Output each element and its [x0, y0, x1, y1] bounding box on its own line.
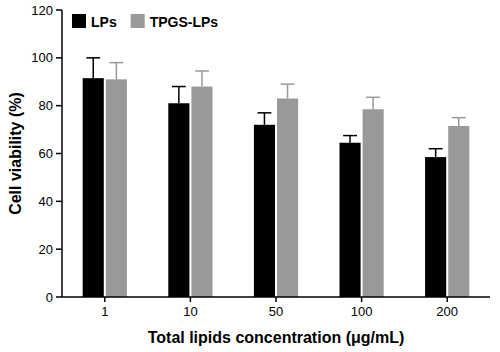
x-tick	[104, 297, 106, 302]
bar	[339, 143, 360, 297]
y-axis-title: Cell viability (%)	[7, 92, 24, 215]
legend-swatch	[72, 14, 86, 28]
legend: LPs TPGS-LPs	[72, 14, 218, 30]
legend-label: TPGS-LPs	[150, 14, 219, 30]
y-tick	[56, 201, 62, 203]
y-tick-label: 60	[39, 146, 53, 161]
error-bar	[195, 71, 209, 87]
error-bar	[109, 63, 123, 80]
y-tick-label: 20	[39, 242, 53, 257]
bar	[277, 98, 298, 297]
x-tick-label: 200	[436, 304, 458, 319]
legend-label: LPs	[91, 14, 117, 30]
error-bar	[281, 84, 295, 98]
x-tick-label: 100	[351, 304, 373, 319]
bar	[191, 87, 212, 297]
bar	[425, 157, 446, 297]
x-axis-title: Total lipids concentration (μg/mL)	[148, 329, 405, 346]
y-tick-label: 80	[39, 98, 53, 113]
legend-swatch	[131, 14, 145, 28]
error-bar	[366, 97, 380, 109]
y-tick	[56, 9, 62, 11]
bar	[254, 125, 275, 297]
y-tick-label: 100	[31, 50, 53, 65]
y-tick	[56, 296, 62, 298]
error-bar	[343, 136, 357, 143]
bar	[168, 103, 189, 297]
bars	[83, 58, 470, 297]
error-bar	[429, 149, 443, 157]
bar	[448, 126, 469, 297]
y-tick	[56, 57, 62, 59]
y-tick	[56, 105, 62, 107]
bar	[83, 78, 104, 297]
chart: 0 20 40 60 80 100 120 1 10 50 100 200 Total lipids c…	[0, 0, 500, 352]
y-tick	[56, 248, 62, 250]
error-bar	[258, 113, 272, 125]
bar	[106, 79, 127, 297]
error-bar	[172, 87, 186, 104]
x-tick	[190, 297, 192, 302]
y-tick-label: 0	[46, 290, 53, 305]
y-tick-label: 40	[39, 194, 53, 209]
x-tick	[446, 297, 448, 302]
x-tick-label: 10	[183, 304, 197, 319]
error-bar	[86, 58, 100, 78]
x-tick-label: 50	[269, 304, 283, 319]
x-tick	[361, 297, 363, 302]
y-tick	[56, 153, 62, 155]
y-tick-label: 120	[31, 3, 53, 18]
x-tick-label: 1	[101, 304, 108, 319]
x-tick	[275, 297, 277, 302]
bar	[363, 109, 384, 297]
error-bar	[452, 118, 466, 126]
